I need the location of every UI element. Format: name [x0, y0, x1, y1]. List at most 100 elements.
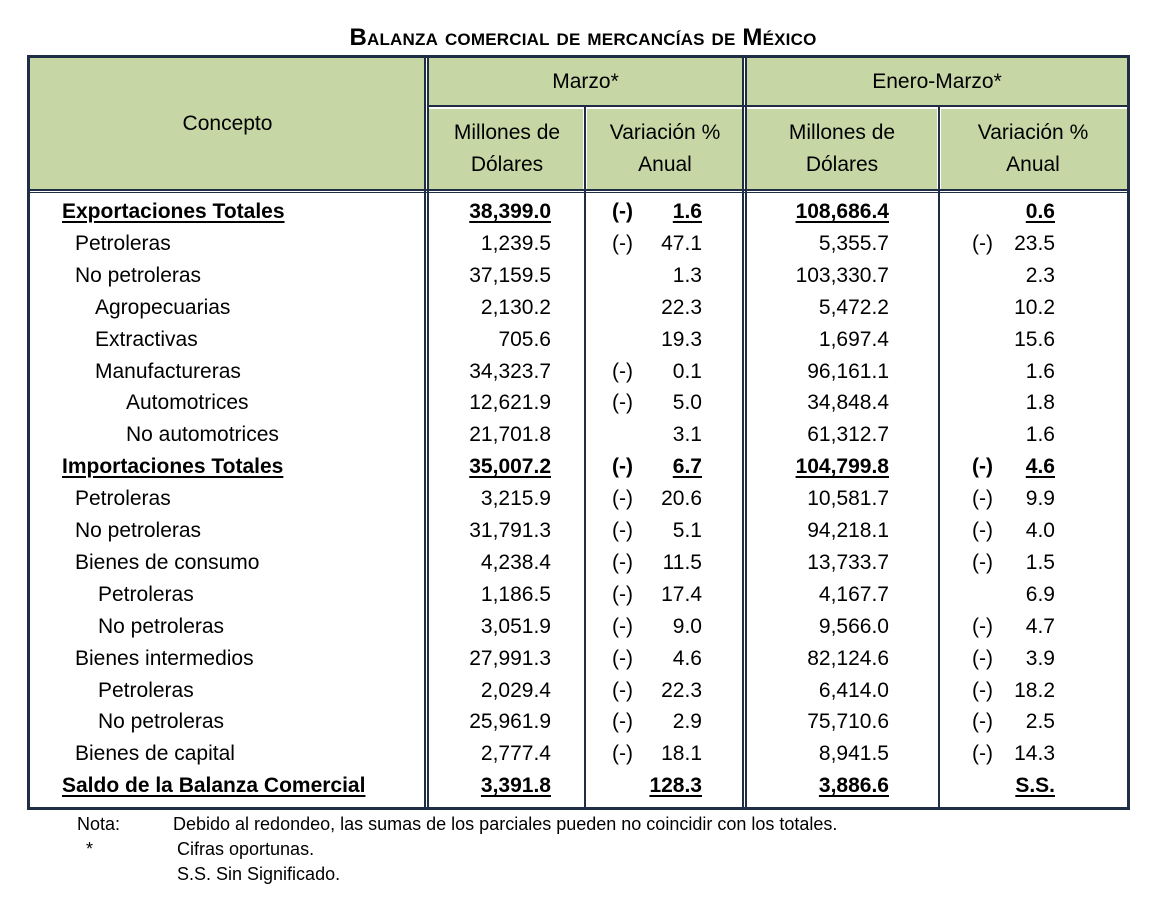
header-enero-bg [747, 58, 1127, 105]
enero-variation: 2.3 [1025, 263, 1055, 287]
marzo-variation: 20.6 [661, 487, 702, 511]
enero-value: 75,710.6 [807, 710, 889, 734]
table-row: Agropecuarias 2,130.2 22.3 5,472.2 10.2 [0, 292, 1166, 324]
marzo-variation: 3.1 [672, 423, 702, 447]
enero-value: 5,355.7 [818, 231, 889, 255]
marzo-value: 3,215.9 [480, 487, 551, 511]
marzo-variation: 1.6 [672, 200, 702, 223]
marzo-sign: (-) [612, 519, 633, 542]
enero-value: 9,566.0 [818, 614, 889, 638]
marzo-sign: (-) [612, 742, 633, 766]
enero-variation: 6.9 [1025, 582, 1055, 606]
row-label: No automotrices [126, 423, 279, 447]
row-label: No petroleras [75, 263, 202, 287]
marzo-value: 2,029.4 [480, 678, 551, 702]
marzo-sign: (-) [612, 200, 633, 223]
note-text: S.S. Sin Significado. [177, 864, 341, 884]
enero-value: 96,161.1 [807, 359, 889, 383]
marzo-value: 3,391.8 [480, 774, 551, 798]
row-label: Manufactureras [95, 359, 241, 383]
marzo-value: 2,777.4 [480, 742, 551, 766]
divider [745, 58, 747, 807]
enero-sign: (-) [972, 487, 993, 511]
marzo-variation: 9.0 [672, 614, 702, 638]
row-label: Petroleras [98, 582, 194, 606]
marzo-value: 12,621.9 [469, 391, 551, 415]
marzo-sign: (-) [612, 455, 633, 479]
header-enero-variacion: Variación % Anual [977, 121, 1089, 176]
table-row: Petroleras 1,186.5 (-) 17.4 4,167.7 6.9 [0, 579, 1166, 611]
marzo-sign: (-) [612, 550, 633, 574]
note-text: Cifras oportunas. [177, 839, 315, 859]
marzo-sign: (-) [612, 710, 633, 734]
enero-variation: 1.8 [1025, 391, 1055, 415]
marzo-sign: (-) [612, 614, 633, 638]
marzo-value: 21,701.8 [469, 423, 551, 447]
divider [427, 58, 429, 807]
table-row: Petroleras 3,215.9 (-) 20.6 10,581.7 (-) 9.9 [0, 483, 1166, 515]
marzo-sign: (-) [612, 391, 633, 415]
note-mark: Nota: [77, 814, 121, 834]
table-row: No petroleras 3,051.9 (-) 9.0 9,566.0 (-) 4.7 [0, 611, 1166, 643]
marzo-variation: 47.1 [661, 231, 702, 255]
enero-variation: 0.6 [1025, 200, 1055, 223]
enero-value: 94,218.1 [807, 519, 889, 542]
marzo-variation: 11.5 [662, 550, 702, 574]
enero-value: 13,733.7 [807, 550, 889, 574]
marzo-variation: 128.3 [649, 774, 702, 798]
enero-sign: (-) [972, 231, 993, 255]
marzo-value: 3,051.9 [480, 614, 551, 638]
table-row: Saldo de la Balanza Comercial 3,391.8 128.… [0, 770, 1166, 802]
header-marzo-bg [429, 58, 742, 105]
table-row: No petroleras 25,961.9 (-) 2.9 75,710.6 (-) 2.… [0, 706, 1166, 738]
marzo-sign: (-) [612, 487, 633, 511]
enero-variation: 15.6 [1014, 327, 1055, 351]
enero-variation: 18.2 [1014, 678, 1055, 702]
marzo-sign: (-) [612, 646, 633, 670]
marzo-variation: 18.1 [661, 742, 702, 766]
marzo-variation: 22.3 [661, 678, 702, 702]
marzo-variation: 4.6 [672, 646, 702, 670]
enero-sign: (-) [972, 614, 993, 638]
table-row: Petroleras 2,029.4 (-) 22.3 6,414.0 (-) 18.2 [0, 675, 1166, 707]
row-label: Saldo de la Balanza Comercial [62, 774, 366, 798]
header-bg [941, 109, 1127, 189]
row-label: Agropecuarias [95, 295, 231, 319]
enero-variation: 3.9 [1025, 646, 1055, 670]
note-text: Debido al redondeo, las sumas de los par… [173, 814, 838, 834]
header-marzo: Marzo* [552, 69, 619, 93]
marzo-value: 38,399.0 [469, 200, 551, 223]
enero-value: 61,312.7 [807, 423, 889, 447]
marzo-value: 705.6 [498, 327, 551, 351]
marzo-value: 2,130.2 [480, 295, 551, 319]
marzo-variation: 19.3 [661, 327, 702, 351]
marzo-value: 1,239.5 [480, 231, 551, 255]
marzo-value: 27,991.3 [469, 646, 551, 670]
marzo-variation: 5.1 [672, 519, 702, 542]
table-row: Exportaciones Totales 38,399.0 (-) 1.6 108,6… [0, 196, 1166, 228]
note-mark: * [86, 839, 94, 859]
marzo-variation: 5.0 [672, 391, 702, 415]
marzo-sign: (-) [612, 359, 633, 383]
enero-variation: 10.2 [1014, 295, 1055, 319]
enero-value: 82,124.6 [807, 646, 889, 670]
divider [424, 58, 426, 807]
table-title: Balanza comercial de mercancías de Méxic… [349, 24, 817, 51]
header-marzo-variacion: Variación % Anual [609, 121, 721, 176]
enero-sign: (-) [972, 678, 993, 702]
marzo-sign: (-) [612, 231, 633, 255]
enero-value: 104,799.8 [795, 455, 889, 479]
marzo-variation: 22.3 [661, 295, 702, 319]
enero-variation: 9.9 [1025, 487, 1055, 511]
marzo-value: 37,159.5 [469, 263, 551, 287]
enero-sign: (-) [972, 710, 993, 734]
marzo-sign: (-) [612, 678, 633, 702]
row-label: No petroleras [98, 614, 225, 638]
table-row: Automotrices 12,621.9 (-) 5.0 34,848.4 1.8 [0, 387, 1166, 419]
enero-value: 3,886.6 [818, 774, 889, 798]
header-bg [587, 109, 742, 189]
header-concepto-bg [30, 58, 425, 189]
row-label: Importaciones Totales [62, 455, 284, 479]
table-row: Importaciones Totales 35,007.2 (-) 6.7 104,7… [0, 451, 1166, 483]
divider [429, 105, 1127, 107]
